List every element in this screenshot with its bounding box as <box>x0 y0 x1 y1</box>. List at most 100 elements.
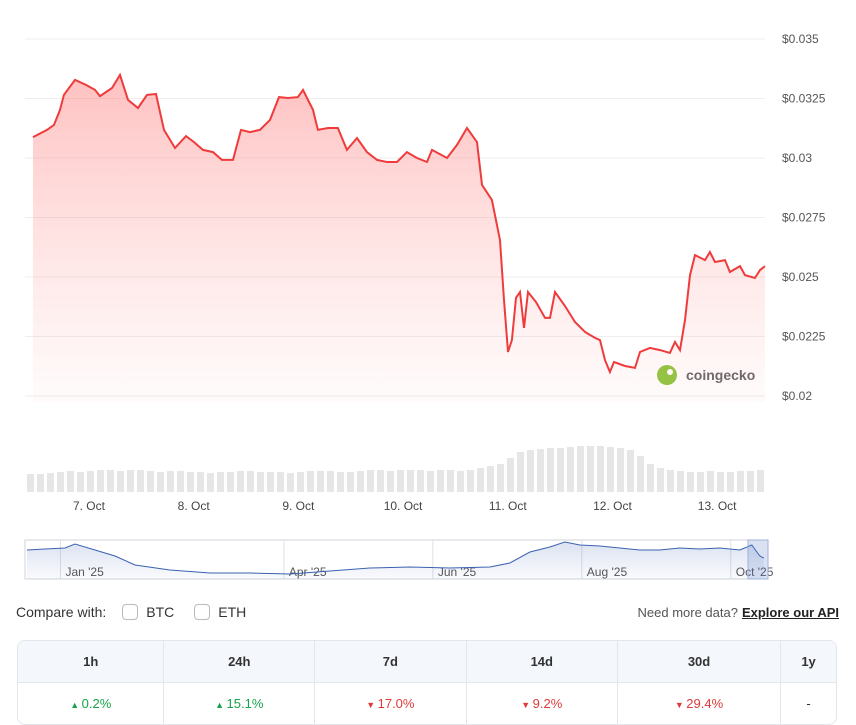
column-header: 1y <box>781 641 836 683</box>
y-tick-label: $0.0225 <box>782 330 826 344</box>
trend-arrow: ▲ <box>70 700 82 710</box>
x-tick-label: 12. Oct <box>593 499 632 513</box>
change-cell: - <box>781 683 836 724</box>
change-value: - <box>806 696 811 711</box>
volume-bar <box>667 470 674 492</box>
y-tick-label: $0.02 <box>782 389 812 403</box>
volume-bar <box>527 450 534 492</box>
checkbox[interactable] <box>122 604 139 620</box>
volume-bar <box>27 474 34 492</box>
change-value: 29.4% <box>686 696 724 711</box>
volume-bar <box>47 473 54 492</box>
api-link[interactable]: Explore our API <box>741 604 839 620</box>
volume-bar <box>627 450 634 492</box>
volume-bar <box>477 468 484 492</box>
prompt: Need more data? <box>637 604 738 620</box>
chart: coingecko $0.02$0.0225$0.025$0.0275$0.03… <box>24 32 826 580</box>
column-header: 14d <box>466 641 618 683</box>
volume-bar <box>737 471 744 492</box>
change-cell: ▼ 29.4% <box>618 683 782 724</box>
option[interactable]: BTC <box>146 604 175 620</box>
option[interactable]: ETH <box>218 604 247 620</box>
volume-bar <box>537 449 544 492</box>
volume-bar <box>657 468 664 492</box>
y-tick-label: $0.035 <box>782 32 819 46</box>
volume-bar <box>397 470 404 492</box>
volume-bar <box>277 472 284 492</box>
x-tick-label: 11. Oct <box>489 499 527 513</box>
volume-bar <box>437 470 444 492</box>
volume-bar <box>457 471 464 492</box>
compare-label: Compare with: <box>16 604 107 620</box>
y-tick-label: $0.0325 <box>782 92 826 106</box>
volume-bar <box>337 472 344 492</box>
x-tick-label: 13. Oct <box>698 499 737 513</box>
y-tick-label: $0.025 <box>782 270 819 284</box>
change-cell: ▲ 15.1% <box>164 683 316 724</box>
volume-bar <box>237 471 244 492</box>
x-tick-label: 9. Oct <box>282 499 315 513</box>
volume-bar <box>607 447 614 492</box>
change-cell: ▼ 9.2% <box>467 683 618 724</box>
volume-bar <box>187 472 194 492</box>
y-tick-label: $0.0275 <box>782 211 826 225</box>
volume-bar <box>37 474 44 492</box>
volume-bar <box>637 456 644 492</box>
volume-bar <box>467 470 474 492</box>
volume-bar <box>727 472 734 492</box>
change-value: 0.2% <box>81 696 112 711</box>
x-tick-label: 7. Oct <box>73 499 106 513</box>
volume-bar <box>577 446 584 492</box>
volume-bar <box>77 472 84 492</box>
volume-bar <box>127 470 134 492</box>
volume-bar <box>97 470 104 492</box>
volume-bar <box>487 466 494 492</box>
volume-bar <box>297 472 304 492</box>
volume-bar <box>647 464 654 492</box>
trend-arrow: ▼ <box>521 700 533 710</box>
volume-bar <box>747 471 754 492</box>
volume-bar <box>57 472 64 492</box>
volume-bar <box>307 471 314 492</box>
y-tick-label: $0.03 <box>782 151 812 165</box>
volume-bar <box>347 472 354 492</box>
volume-bar <box>67 471 74 492</box>
volume-bar <box>697 472 704 492</box>
column-header: 30d <box>617 641 782 683</box>
volume-bar <box>707 471 714 492</box>
volume-bar <box>157 472 164 492</box>
volume-bar <box>497 464 504 492</box>
checkbox[interactable] <box>194 604 211 620</box>
change-value: 9.2% <box>532 696 563 711</box>
volume-bar <box>757 470 764 492</box>
volume-bar <box>447 470 454 492</box>
change-cell: ▼ 17.0% <box>315 683 467 724</box>
x-tick-label: 10. Oct <box>384 499 423 513</box>
volume-bar <box>507 458 514 492</box>
volume-bar <box>327 471 334 492</box>
nav-line <box>26 541 765 575</box>
volume-bar <box>407 470 414 492</box>
volume-bar <box>267 472 274 492</box>
trend-arrow: ▼ <box>674 700 687 710</box>
volume-bar <box>107 470 114 492</box>
volume-bar <box>597 446 604 492</box>
price-line <box>32 72 766 375</box>
nav-selection[interactable] <box>747 539 769 580</box>
volume-bar <box>547 448 554 492</box>
volume-bar <box>617 448 624 492</box>
volume-bar <box>247 471 254 492</box>
trend-arrow: ▲ <box>215 700 227 710</box>
column-header: 24h <box>164 641 316 683</box>
volume-bar <box>177 471 184 492</box>
volume-bar <box>367 470 374 492</box>
volume-bar <box>217 472 224 492</box>
volume-bar <box>567 447 574 492</box>
volume-bar <box>677 471 684 492</box>
nav-area <box>27 542 764 579</box>
volume-bar <box>517 452 524 492</box>
volume-bar <box>257 472 264 492</box>
volume-bar <box>427 471 434 492</box>
volume-bar <box>227 472 234 492</box>
